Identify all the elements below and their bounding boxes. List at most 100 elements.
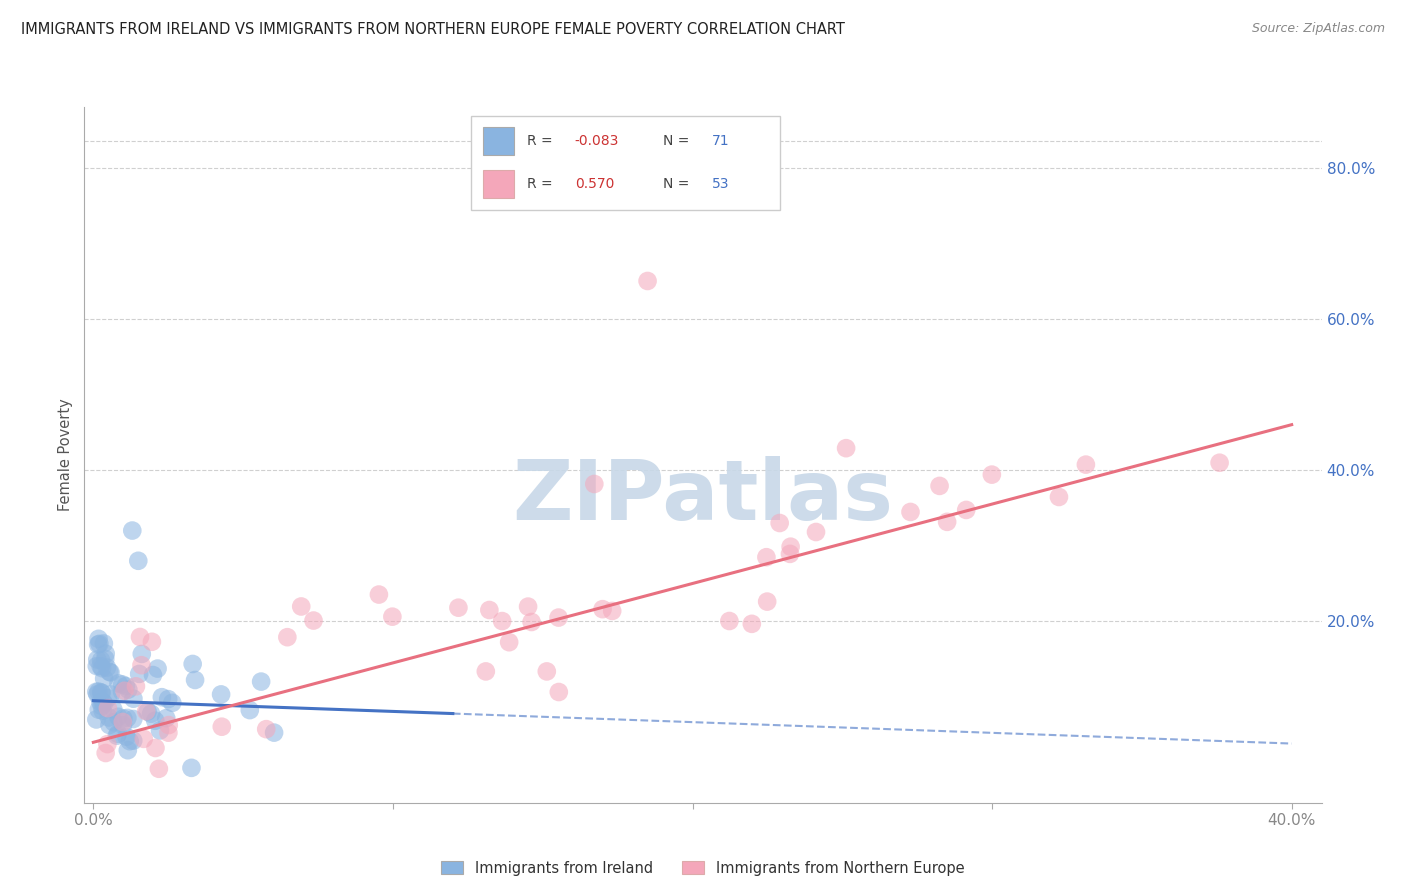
- Text: 0.570: 0.570: [575, 178, 614, 191]
- Text: R =: R =: [527, 135, 557, 148]
- Text: N =: N =: [662, 178, 693, 191]
- Point: [135, 704, 157, 718]
- Point: [90, 659, 112, 673]
- Point: [91, 704, 114, 718]
- Point: [86, 688, 108, 702]
- Point: [804, 524, 827, 539]
- Point: [90, 653, 112, 667]
- Point: [125, 679, 148, 693]
- Point: [103, 715, 125, 730]
- Point: [94, 652, 117, 666]
- Text: 71: 71: [713, 135, 730, 148]
- Text: 53: 53: [713, 178, 730, 191]
- Point: [1074, 458, 1097, 472]
- Point: [254, 722, 277, 736]
- Point: [97, 691, 120, 706]
- Text: -0.083: -0.083: [575, 135, 619, 148]
- Point: [93, 672, 115, 686]
- Point: [122, 712, 145, 726]
- Point: [90, 685, 112, 699]
- Point: [756, 594, 779, 608]
- Point: [111, 677, 134, 691]
- Point: [149, 723, 172, 738]
- Point: [779, 540, 801, 554]
- Point: [86, 685, 108, 699]
- Point: [94, 647, 117, 661]
- Point: [87, 638, 110, 652]
- Point: [103, 702, 125, 716]
- Point: [239, 703, 262, 717]
- Point: [93, 697, 115, 711]
- Point: [89, 695, 111, 709]
- Point: [157, 692, 180, 706]
- Point: [381, 609, 404, 624]
- Point: [835, 441, 858, 455]
- Point: [145, 741, 167, 756]
- Point: [87, 684, 110, 698]
- Text: ZIPatlas: ZIPatlas: [513, 456, 893, 537]
- Point: [600, 604, 623, 618]
- Point: [98, 665, 121, 679]
- Point: [118, 734, 141, 748]
- Point: [928, 479, 950, 493]
- Point: [91, 661, 114, 675]
- Point: [93, 636, 115, 650]
- Point: [105, 729, 128, 743]
- Y-axis label: Female Poverty: Female Poverty: [58, 399, 73, 511]
- Point: [111, 714, 134, 729]
- Point: [86, 713, 108, 727]
- Point: [127, 554, 149, 568]
- Point: [368, 588, 391, 602]
- Point: [162, 696, 184, 710]
- Point: [769, 516, 792, 530]
- Point: [96, 737, 118, 751]
- Point: [1047, 490, 1070, 504]
- Point: [142, 668, 165, 682]
- Point: [128, 667, 150, 681]
- Point: [90, 686, 112, 700]
- Point: [139, 706, 162, 721]
- Point: [87, 703, 110, 717]
- Point: [112, 712, 135, 726]
- Point: [447, 600, 470, 615]
- Point: [117, 711, 139, 725]
- Point: [547, 610, 569, 624]
- Point: [146, 662, 169, 676]
- Point: [94, 746, 117, 760]
- Point: [107, 727, 129, 741]
- Point: [157, 725, 180, 739]
- Point: [90, 699, 112, 714]
- Point: [107, 676, 129, 690]
- Point: [131, 647, 153, 661]
- Point: [180, 761, 202, 775]
- Text: Source: ZipAtlas.com: Source: ZipAtlas.com: [1251, 22, 1385, 36]
- Point: [955, 503, 977, 517]
- Point: [209, 687, 232, 701]
- Point: [741, 616, 763, 631]
- Point: [98, 718, 121, 732]
- Point: [111, 684, 134, 698]
- Point: [583, 477, 606, 491]
- Point: [97, 710, 120, 724]
- Point: [148, 762, 170, 776]
- Point: [637, 274, 659, 288]
- Point: [136, 705, 159, 719]
- Point: [131, 658, 153, 673]
- Point: [290, 599, 312, 614]
- Point: [157, 718, 180, 732]
- Point: [980, 467, 1002, 482]
- Point: [100, 688, 122, 702]
- Point: [478, 603, 501, 617]
- Bar: [484, 128, 515, 155]
- Point: [115, 679, 138, 693]
- Point: [520, 615, 543, 629]
- Point: [150, 690, 173, 705]
- Point: [117, 743, 139, 757]
- Point: [115, 730, 138, 744]
- Point: [475, 665, 498, 679]
- Point: [87, 632, 110, 646]
- Point: [96, 660, 118, 674]
- Point: [122, 691, 145, 706]
- Point: [100, 665, 122, 680]
- Legend: Immigrants from Ireland, Immigrants from Northern Europe: Immigrants from Ireland, Immigrants from…: [441, 861, 965, 876]
